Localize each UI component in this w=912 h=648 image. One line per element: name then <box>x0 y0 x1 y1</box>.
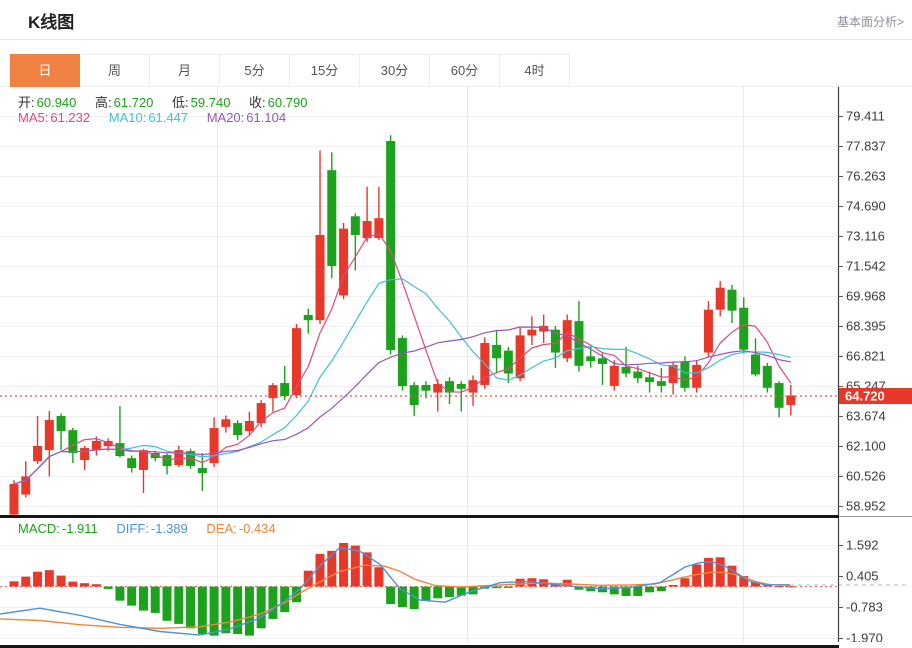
macd-chart[interactable]: 1.592 0.405 -0.783 -1.970 <box>0 518 912 642</box>
svg-text:58.952: 58.952 <box>846 498 886 513</box>
tab-60min[interactable]: 60分 <box>430 54 500 87</box>
page-header: K线图 基本面分析> <box>0 0 912 40</box>
svg-text:73.116: 73.116 <box>846 228 885 243</box>
fundamental-analysis-link[interactable]: 基本面分析> <box>836 15 904 29</box>
svg-text:76.263: 76.263 <box>846 169 886 184</box>
svg-text:71.542: 71.542 <box>846 258 886 273</box>
svg-text:0.405: 0.405 <box>846 569 879 584</box>
svg-text:1.592: 1.592 <box>846 538 879 553</box>
candlestick-chart[interactable]: 79.411 77.837 76.263 74.690 73.116 71.542 69.9… <box>0 87 912 515</box>
tab-4hour[interactable]: 4时 <box>500 54 570 87</box>
tab-5min[interactable]: 5分 <box>220 54 290 87</box>
svg-text:60.526: 60.526 <box>846 468 886 483</box>
tab-30min[interactable]: 30分 <box>360 54 430 87</box>
svg-text:62.100: 62.100 <box>846 438 886 453</box>
interval-tabbar: 日 周 月 5分 15分 30分 60分 4时 <box>10 54 912 87</box>
svg-text:74.690: 74.690 <box>846 198 886 213</box>
price-badge: 64.720 <box>839 388 912 405</box>
kline-chart-panel[interactable]: 79.411 77.837 76.263 74.690 73.116 71.542 69.9… <box>0 86 912 515</box>
bottom-border <box>0 645 912 648</box>
svg-text:77.837: 77.837 <box>846 139 886 154</box>
page-title: K线图 <box>28 13 75 32</box>
tab-day[interactable]: 日 <box>10 54 80 87</box>
macd-y-axis: 1.592 0.405 -0.783 -1.970 <box>837 518 883 642</box>
svg-text:79.411: 79.411 <box>846 109 885 124</box>
svg-text:63.674: 63.674 <box>846 408 886 423</box>
diff-line <box>0 546 791 636</box>
svg-text:64.720: 64.720 <box>845 389 885 404</box>
candles <box>9 135 796 515</box>
svg-text:-0.783: -0.783 <box>846 600 883 615</box>
dea-line <box>0 564 791 630</box>
tab-15min[interactable]: 15分 <box>290 54 360 87</box>
macd-panel[interactable]: 1.592 0.405 -0.783 -1.970 MACD: -1.911 DIFF:… <box>0 518 912 645</box>
tab-week[interactable]: 周 <box>80 54 150 87</box>
svg-text:69.968: 69.968 <box>846 288 886 303</box>
svg-text:-1.970: -1.970 <box>846 630 883 642</box>
svg-text:66.821: 66.821 <box>846 348 886 363</box>
svg-text:68.395: 68.395 <box>846 318 886 333</box>
ma-lines <box>13 233 792 485</box>
tab-month[interactable]: 月 <box>150 54 220 87</box>
main-y-axis: 79.411 77.837 76.263 74.690 73.116 71.542 69.9… <box>837 87 886 515</box>
panel-divider <box>0 515 912 518</box>
